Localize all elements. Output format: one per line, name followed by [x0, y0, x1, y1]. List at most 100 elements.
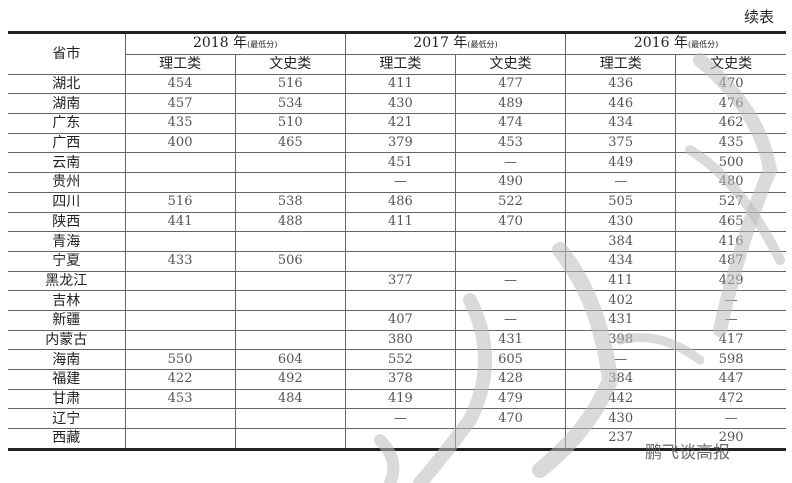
score-cell: — — [565, 349, 677, 370]
score-cell: — — [454, 270, 567, 292]
score-cell: 417 — [675, 329, 786, 351]
table-row: 青海 384 416 — [8, 231, 786, 252]
province-cell: 湖南 — [8, 93, 126, 115]
table-row: 福建 422 492 378 428 384 447 — [8, 369, 786, 390]
score-cell: 487 — [675, 250, 786, 272]
header-row-categories: 理工类 文史类 理工类 文史类 理工类 文史类 — [8, 54, 786, 75]
score-cell: 378 — [344, 369, 456, 390]
score-cell: 442 — [565, 388, 677, 410]
score-cell: 377 — [344, 270, 456, 292]
watermark-text: 鹏飞谈高报 — [645, 443, 730, 463]
score-cell — [234, 309, 346, 331]
score-cell — [234, 290, 346, 311]
score-cell: 453 — [124, 388, 236, 410]
score-cell: 446 — [565, 93, 677, 115]
province-cell: 内蒙古 — [8, 329, 126, 351]
score-cell: 416 — [675, 231, 786, 252]
province-cell: 黑龙江 — [8, 270, 126, 292]
year-header-2018: 2018 年(最低分) — [124, 32, 346, 55]
score-cell: 384 — [565, 369, 677, 390]
score-cell — [234, 408, 346, 430]
score-cell: 434 — [565, 250, 677, 272]
table-row: 陕西 441 488 411 470 430 465 — [8, 211, 786, 233]
province-cell: 海南 — [8, 349, 126, 370]
score-cell: 411 — [344, 211, 456, 233]
score-cell: — — [344, 408, 456, 430]
score-cell: 489 — [454, 93, 567, 115]
province-cell: 贵州 — [8, 172, 126, 193]
table-row: 湖南 457 534 430 489 446 476 — [8, 93, 786, 115]
score-cell — [124, 329, 236, 351]
score-cell: 407 — [344, 309, 456, 331]
score-cell: 470 — [454, 211, 567, 233]
score-cell — [124, 309, 236, 331]
score-cell — [234, 270, 346, 292]
score-cell — [124, 290, 236, 311]
table-row: 四川 516 538 486 522 505 527 — [8, 191, 786, 213]
score-cell: 604 — [234, 349, 346, 370]
score-cell: 488 — [234, 211, 346, 233]
score-cell: 605 — [454, 349, 567, 370]
score-cell: 451 — [344, 152, 456, 174]
score-cell: — — [675, 408, 786, 430]
score-cell — [234, 329, 346, 351]
province-cell: 福建 — [8, 369, 126, 390]
province-cell: 云南 — [8, 152, 126, 174]
score-cell: 552 — [344, 349, 456, 370]
table-row: 宁夏 433 506 434 487 — [8, 250, 786, 272]
score-cell: 402 — [565, 290, 677, 311]
score-cell: 516 — [234, 73, 346, 95]
score-cell — [124, 270, 236, 292]
score-cell: 400 — [124, 132, 236, 154]
score-cell: 510 — [234, 113, 346, 134]
score-cell: 380 — [344, 329, 456, 351]
table-row: 吉林 402— — [8, 290, 786, 311]
score-cell: 430 — [344, 93, 456, 115]
score-cell: 506 — [234, 250, 346, 272]
score-cell: 436 — [565, 73, 677, 95]
score-cell: — — [565, 172, 677, 193]
score-cell — [124, 172, 236, 193]
score-cell — [124, 152, 236, 174]
province-header: 省市 — [8, 32, 126, 75]
score-cell: 486 — [344, 191, 456, 213]
score-cell: 472 — [675, 388, 786, 410]
score-cell: 462 — [675, 113, 786, 134]
score-cell: 476 — [675, 93, 786, 115]
score-cell: 453 — [454, 132, 567, 154]
score-cell: 470 — [454, 408, 567, 430]
score-cell — [454, 231, 567, 252]
province-cell: 青海 — [8, 231, 126, 252]
score-cell: 441 — [124, 211, 236, 233]
province-cell: 吉林 — [8, 290, 126, 311]
province-cell: 陕西 — [8, 211, 126, 233]
score-cell: 479 — [454, 388, 567, 410]
score-cell: 534 — [234, 93, 346, 115]
score-cell: 516 — [124, 191, 236, 213]
score-cell: 384 — [565, 231, 677, 252]
col-science: 理工类 — [344, 54, 456, 75]
score-cell: 429 — [675, 270, 786, 292]
score-cell: 430 — [565, 408, 677, 430]
col-arts: 文史类 — [675, 54, 786, 75]
score-cell: 421 — [344, 113, 456, 134]
table-row: 海南 550 604 552 605—598 — [8, 349, 786, 370]
score-cell: 538 — [234, 191, 346, 213]
score-cell: 480 — [675, 172, 786, 193]
score-cell: 465 — [234, 132, 346, 154]
score-cell: 477 — [454, 73, 567, 95]
score-cell: 434 — [565, 113, 677, 134]
province-cell: 甘肃 — [8, 388, 126, 410]
score-cell — [124, 428, 236, 450]
table-row: 贵州 —490—480 — [8, 172, 786, 193]
province-cell: 西藏 — [8, 428, 126, 450]
score-cell: 428 — [454, 369, 567, 390]
table-row: 广西 400 465 379 453 375 435 — [8, 132, 786, 154]
score-cell — [234, 152, 346, 174]
score-cell: 598 — [675, 349, 786, 370]
score-cell: 430 — [565, 211, 677, 233]
score-cell: 522 — [454, 191, 567, 213]
table-row: 甘肃 453 484 419 479 442 472 — [8, 388, 786, 410]
col-science: 理工类 — [125, 54, 236, 75]
table-row: 黑龙江 377—411 429 — [8, 270, 786, 292]
